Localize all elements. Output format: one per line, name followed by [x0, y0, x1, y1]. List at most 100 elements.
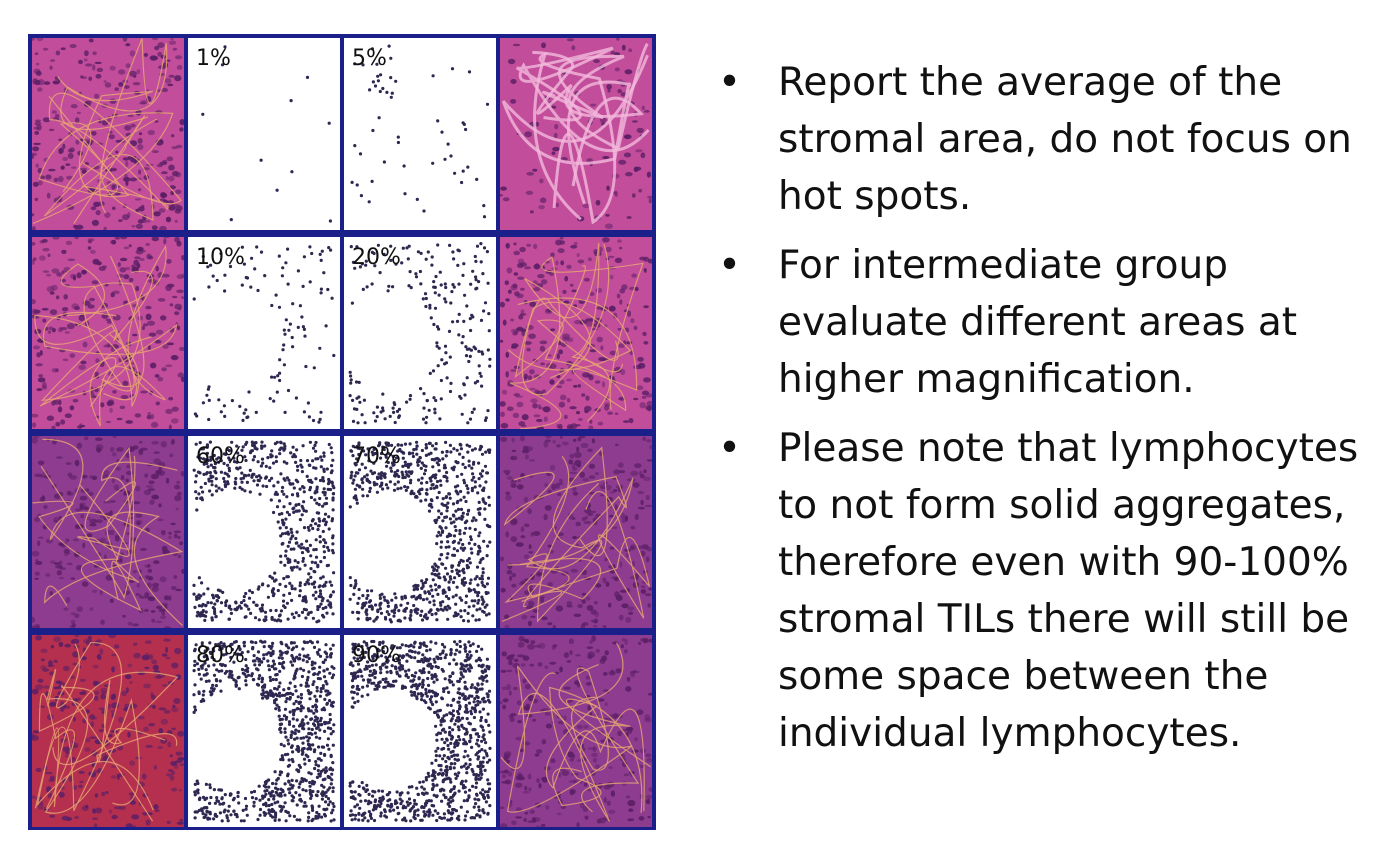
lymphocyte-dot — [403, 442, 408, 446]
lymphocyte-dot — [371, 472, 375, 476]
lymphocyte-dot — [254, 641, 258, 645]
lymphocyte-dot — [266, 693, 270, 698]
lymphocyte-dot — [244, 458, 248, 463]
lymphocyte-dot — [217, 669, 221, 673]
lymphocyte-dot — [275, 791, 279, 795]
lymphocyte-dot — [254, 797, 258, 801]
lymphocyte-dot — [468, 444, 472, 448]
lymphocyte-dot — [274, 490, 278, 494]
lymphocyte-dot — [392, 463, 396, 467]
lymphocyte-dot — [448, 243, 452, 247]
lymphocyte-dot — [258, 492, 262, 496]
lymphocyte-dot — [306, 549, 310, 553]
lymphocyte-dot — [325, 667, 329, 671]
lymphocyte-dot — [223, 45, 227, 49]
lymphocyte-dot — [421, 598, 426, 602]
lymphocyte-dot — [470, 745, 474, 749]
lymphocyte-dot — [278, 726, 282, 730]
lymphocyte-dot — [250, 590, 254, 595]
lymphocyte-dot — [365, 608, 369, 612]
lymphocyte-dot — [193, 810, 197, 814]
lymphocyte-dot — [257, 663, 262, 667]
lymphocyte-dot — [364, 601, 368, 605]
lymphocyte-dot — [326, 287, 330, 292]
lymphocyte-dot — [284, 809, 288, 813]
lymphocyte-dot — [231, 798, 235, 802]
lymphocyte-dot — [439, 526, 443, 530]
lymphocyte-dot — [414, 447, 418, 451]
lymphocyte-dot — [310, 480, 314, 484]
lymphocyte-dot — [257, 784, 261, 788]
lymphocyte-dot — [452, 785, 456, 789]
lymphocyte-dot — [276, 787, 280, 791]
lymphocyte-dot — [446, 142, 450, 146]
lymphocyte-dot — [355, 803, 359, 807]
lymphocyte-dot — [290, 584, 294, 588]
lymphocyte-dot — [242, 599, 246, 603]
lymphocyte-dot — [412, 448, 416, 452]
lymphocyte-dot — [324, 501, 329, 506]
lymphocyte-dot — [331, 542, 335, 546]
lymphocyte-dot — [290, 730, 294, 734]
lymphocyte-dot — [451, 698, 455, 702]
lymphocyte-dot — [480, 595, 484, 599]
lymphocyte-dot — [244, 275, 248, 280]
lymphocyte-dot — [294, 536, 298, 541]
lymphocyte-dot — [267, 778, 271, 782]
lymphocyte-dot — [327, 803, 331, 807]
lymphocyte-dot — [440, 642, 445, 647]
lymphocyte-dot — [361, 63, 365, 67]
lymphocyte-dot — [480, 452, 485, 456]
lymphocyte-dot — [329, 471, 333, 475]
lymphocyte-dot — [456, 716, 460, 720]
lymphocyte-dot — [278, 794, 282, 798]
lymphocyte-dot — [330, 701, 334, 705]
lymphocyte-dot — [223, 480, 227, 484]
lymphocyte-dot — [488, 758, 492, 762]
lymphocyte-dot — [472, 805, 476, 809]
lymphocyte-dot — [284, 700, 288, 704]
lymphocyte-dot — [285, 461, 289, 465]
lymphocyte-dot — [306, 578, 310, 582]
lymphocyte-dot — [469, 712, 474, 716]
lymphocyte-dot — [428, 648, 432, 652]
lymphocyte-dot — [389, 620, 393, 624]
lymphocyte-dot — [199, 677, 203, 681]
lymphocyte-dot — [444, 503, 448, 508]
lymphocyte-dot — [441, 600, 445, 604]
lymphocyte-dot — [426, 683, 431, 687]
lymphocyte-dot — [307, 463, 311, 467]
lymphocyte-dot — [365, 596, 369, 600]
lymphocyte-dot — [327, 548, 331, 552]
lymphocyte-dot — [484, 800, 488, 804]
lymphocyte-dot — [289, 482, 293, 486]
lymphocyte-dot — [465, 443, 469, 447]
lymphocyte-dot — [391, 454, 395, 458]
lymphocyte-dot — [355, 445, 359, 449]
lymphocyte-dot — [464, 697, 468, 701]
lymphocyte-dot — [436, 243, 440, 247]
lymphocyte-dot — [443, 796, 448, 800]
lymphocyte-dot — [392, 611, 397, 615]
lymphocyte-dot — [235, 466, 239, 470]
lymphocyte-dot — [450, 795, 454, 799]
lymphocyte-dot — [464, 526, 468, 530]
lymphocyte-dot — [316, 605, 320, 609]
lymphocyte-dot — [298, 782, 302, 786]
lymphocyte-dot — [290, 612, 294, 616]
lymphocyte-dot — [377, 444, 381, 448]
lymphocyte-dot — [453, 757, 457, 761]
lymphocyte-dot — [239, 477, 243, 481]
lymphocyte-dot — [436, 657, 440, 661]
lymphocyte-dot — [305, 735, 309, 739]
lymphocyte-dot — [280, 756, 285, 760]
lymphocyte-dot — [365, 788, 369, 792]
lymphocyte-dot — [403, 607, 407, 612]
lymphocyte-dot — [295, 736, 299, 740]
lymphocyte-dot — [476, 699, 480, 703]
lymphocyte-dot — [295, 748, 299, 752]
lymphocyte-dot — [455, 501, 459, 505]
lymphocyte-dot — [464, 345, 468, 349]
lymphocyte-dot — [459, 498, 463, 502]
lymphocyte-dot — [204, 603, 208, 607]
